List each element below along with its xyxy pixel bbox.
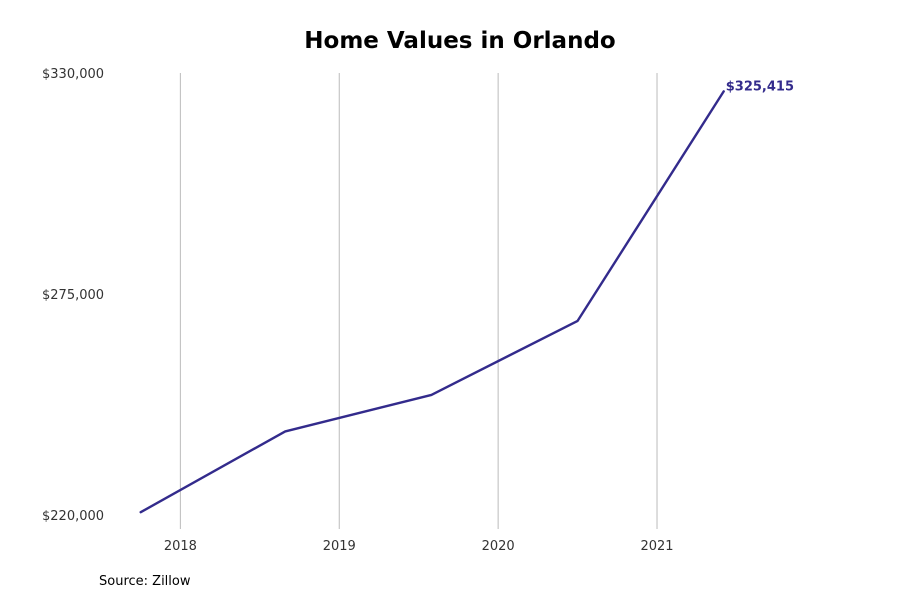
- series-layer: $325,415: [139, 79, 794, 514]
- gridlines: [179, 73, 658, 529]
- x-tick-label: 2019: [323, 539, 356, 554]
- x-tick-label: 2018: [164, 539, 197, 554]
- x-tick-label: 2020: [482, 539, 515, 554]
- x-tick-label: 2021: [640, 539, 673, 554]
- y-tick-label: $220,000: [42, 509, 104, 524]
- source-note: Source: Zillow: [99, 574, 191, 589]
- y-tick-label: $275,000: [42, 288, 104, 303]
- y-tick-label: $330,000: [42, 67, 104, 82]
- chart-title: Home Values in Orlando: [304, 28, 616, 54]
- series-line: [139, 90, 725, 514]
- end-value-label: $325,415: [726, 79, 794, 94]
- y-axis-ticks: $220,000 $275,000 $330,000: [42, 67, 104, 524]
- x-axis-ticks: 2018 2019 2020 2021: [164, 539, 674, 554]
